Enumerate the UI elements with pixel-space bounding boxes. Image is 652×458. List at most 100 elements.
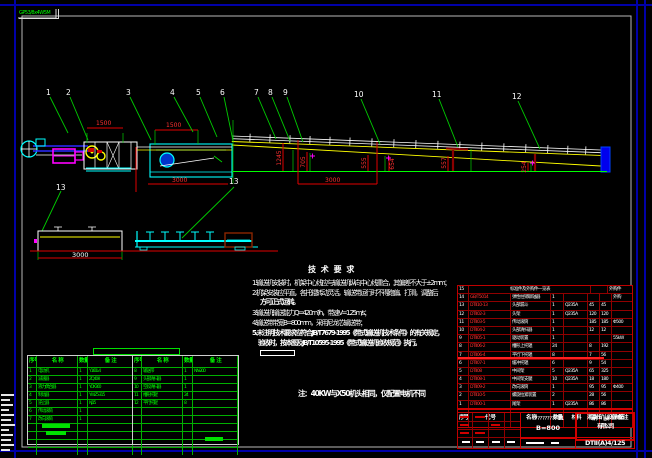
point-markers <box>310 153 535 166</box>
parts-header: 备 注 <box>88 356 133 367</box>
bom-row: 3 DTⅡ09-2 改向滚筒 1 95 95 Φ400 <box>458 383 632 392</box>
bom-row: 10 DTⅡ04-2 头部清扫器 1 12 12 <box>458 325 632 335</box>
svg-text:3: 3 <box>126 88 131 97</box>
drawing-title-box: ?????????? 11 B=800 <box>520 412 576 439</box>
tech-line: 5.未注明技术要求应符合JB/T7679-1995《带式输送机技术条件》的有关规… <box>252 329 444 337</box>
parts-row: 2 减速器 1 ZQ40-Ⅱ <box>28 375 133 383</box>
svg-text:3000: 3000 <box>325 177 340 184</box>
parts-header: 名 称 <box>142 356 183 367</box>
parts-row <box>133 431 238 439</box>
parts-header-row: 序号 名 称 数量 备 注 <box>28 356 133 367</box>
parts-table-titlebar <box>93 348 180 355</box>
svg-text:11: 11 <box>432 90 442 99</box>
title-sub-cells <box>520 437 576 449</box>
bom-row: 2 DTⅡ10-5 螺旋拉紧装置 2 28 56 <box>458 391 632 400</box>
svg-text:5: 5 <box>196 88 201 97</box>
parts-header-row: 序号 名 称 数量 备 注 <box>133 356 238 367</box>
layer-tag: GP53/8x4W5M <box>19 9 59 19</box>
parts-header: 名 称 <box>37 356 78 367</box>
company-name-line1: 湘潭市矿山设备制造 <box>586 415 625 421</box>
tech-line: 1.输送机安装时，机架中心线应与输送机纵向中心线重合，其偏差不大于±2mm； <box>252 279 451 287</box>
parts-row <box>133 407 238 415</box>
svg-text:1500: 1500 <box>166 122 181 129</box>
parts-row: 11 槽形托辊 24 <box>133 391 238 399</box>
bom-header: 总计 <box>600 409 612 427</box>
parts-row <box>133 447 238 455</box>
svg-text:1245: 1245 <box>276 150 283 165</box>
svg-text:1: 1 <box>46 88 51 97</box>
bom-name: 标准件及外购件一览表 <box>469 286 591 294</box>
tech-underline-box <box>260 350 295 356</box>
bom-header: 代 号 <box>469 409 511 427</box>
belt-width: B=800 <box>536 424 560 432</box>
svg-text:555: 555 <box>361 157 368 169</box>
svg-text:254: 254 <box>521 161 528 173</box>
company-box: 湘潭市矿山设备制造 有限公司 <box>575 412 635 441</box>
signature-grid <box>457 412 521 449</box>
red-extension-lines <box>297 140 378 184</box>
bom-no: 15 <box>458 286 469 294</box>
green-text-blob <box>46 431 66 435</box>
svg-text:13: 13 <box>56 183 66 192</box>
parts-row <box>28 439 133 447</box>
svg-text:9: 9 <box>283 88 288 97</box>
bom-table: 15 标准件及外购件一览表 外购件 14 GB/T5014 弹性柱销联轴器 1 … <box>457 285 633 428</box>
svg-text:2: 2 <box>66 88 71 97</box>
bom-header: 单件 <box>588 409 600 427</box>
parts-row: 1 电动机 1 Y160L-4 <box>28 367 133 375</box>
svg-text:10: 10 <box>354 90 364 99</box>
company-name-line2: 有限公司 <box>596 424 615 430</box>
bom-separator <box>458 357 604 359</box>
bom-row: 9 DTⅡ05-1 驱动装置 1 55kW <box>458 334 632 343</box>
parts-row: 12 平行托辊 8 <box>133 399 238 407</box>
bom-row: 14 GB/T5014 弹性柱销联轴器 1 外购 <box>458 293 632 302</box>
svg-text:654: 654 <box>389 158 396 170</box>
parts-row: 9 头部清扫器 1 <box>133 375 238 383</box>
bom-row-top: 15 标准件及外购件一览表 外购件 <box>458 286 632 294</box>
balloon-callouts: 1 2 3 4 5 6 7 8 9 10 11 12 13 13 <box>41 88 541 239</box>
parts-row <box>28 447 133 455</box>
parts-header: 数量 <box>183 356 193 367</box>
drawing-note: 注：40KW与X50机头相同，仅配置电机不同 <box>298 389 426 398</box>
belt-lines <box>231 133 611 173</box>
detail-scraper <box>135 231 258 251</box>
parts-row <box>133 415 238 423</box>
tech-title: 技 术 要 求 <box>308 265 356 274</box>
bom-header: 名 称 <box>511 409 551 427</box>
svg-text:1500: 1500 <box>96 120 111 127</box>
parts-header: 序号 <box>28 356 37 367</box>
parts-row <box>133 439 238 447</box>
bom-row: 1 DTⅡ00-1 尾架 1 Q235A 86 86 <box>458 399 632 408</box>
drawing-number: DTⅡ(A)4/125 <box>575 437 635 449</box>
margin-marks <box>1 394 15 451</box>
svg-text:6: 6 <box>220 88 225 97</box>
svg-text:8: 8 <box>268 88 273 97</box>
detail-frame-box <box>30 226 278 252</box>
svg-text:3000: 3000 <box>172 177 187 184</box>
tech-line: 2.机架安装应平直，各托辊转动灵活，输送带运行时不得跑偏、打滑，调整后 <box>252 289 439 297</box>
bom-row: 5 DTⅡ08 中间架 5 Q235A 65 325 <box>458 366 632 376</box>
detail-a-dim: 3000 <box>72 251 89 259</box>
tech-line: 4.输送带带宽B=800mm，采用尼龙芯输送带； <box>252 319 367 327</box>
tech-line: 3.输送机输送能力Q=420m³/h，带速V=1.25m/s； <box>252 309 371 317</box>
dimensions: 1500 1500 3000 3000 1245 705 555 654 557… <box>38 120 529 259</box>
bom-row: 12 DTⅡ02-3 头架 1 Q235A 120 120 <box>458 309 632 318</box>
parts-row: 4 制动器 1 YWZ5-315 <box>28 391 133 399</box>
parts-row: 3 液力偶合器 1 YOX360 <box>28 383 133 391</box>
bom-row: 7 DTⅡ06-4 平行下托辊 8 7 56 <box>458 350 632 359</box>
drawing-title: ?????????? 11 <box>532 416 564 422</box>
parts-row: 10 空段清扫器 1 <box>133 383 238 391</box>
svg-text:7: 7 <box>254 88 259 97</box>
tech-line: 验收时，按本图及JB/T10595-1995《带式输送机验收规范》执行。 <box>258 339 422 347</box>
parts-row: 8 输送带 1 NN-200 <box>133 367 238 375</box>
bom-row: 8 DTⅡ06-2 槽形上托辊 24 8 192 <box>458 342 632 351</box>
parts-row: 5 逆止器 1 NJ15 <box>28 399 133 407</box>
parts-header: 数量 <box>78 356 88 367</box>
bom-row: 11 DTⅡ03-5 传动滚筒 1 185 185 Φ500 <box>458 317 632 326</box>
svg-text:13: 13 <box>229 177 239 186</box>
bom-note: 外购件 <box>609 287 622 292</box>
